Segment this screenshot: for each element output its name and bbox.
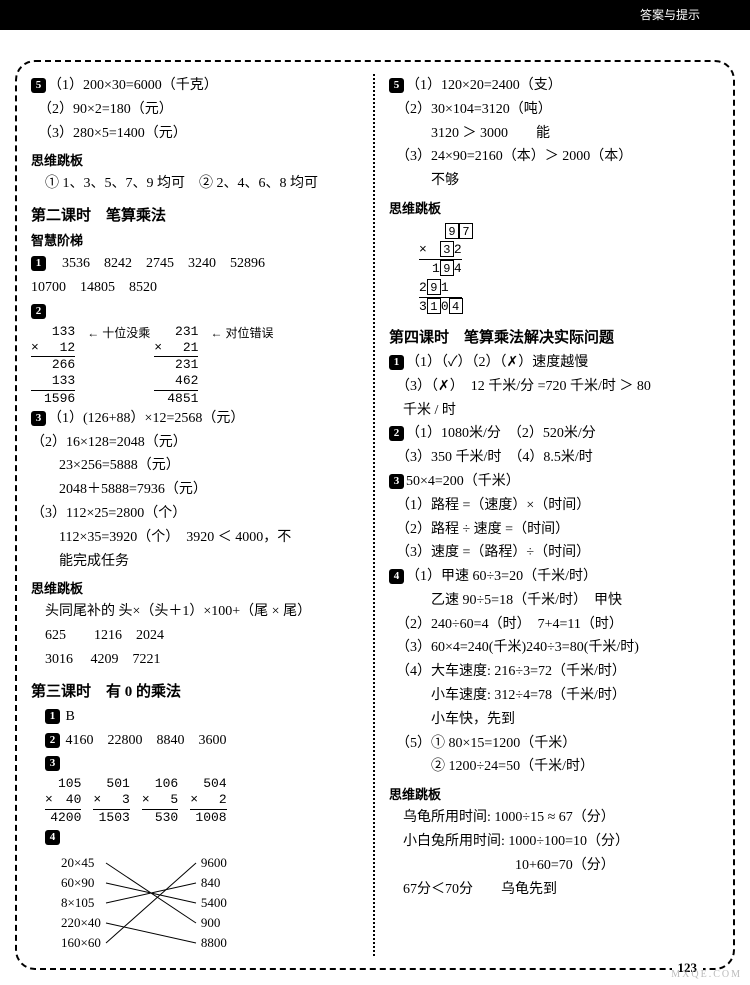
l3-q1: 1 B	[31, 705, 363, 729]
r-q4-l2: 乙速 90÷5=18（千米/时） 甲快	[389, 589, 719, 613]
longmult-group-1: 133 × 12 266 133 1596 ← 十位没乘 231 × 21 23…	[31, 324, 363, 407]
r-q1-l3: 千米 / 时	[389, 399, 719, 423]
r-swtb2-l4: 67分＜70分 乌龟先到	[389, 878, 719, 902]
bullet-3: 3	[31, 411, 46, 426]
q3-l4: 2048＋5888=7936（元）	[31, 478, 363, 502]
right-column: 5（1）120×20=2400（支） （2）30×104=3120（吨） 312…	[375, 74, 733, 956]
r-q4-l7: 小车快，先到	[389, 708, 719, 732]
r-q1-l2: （3）（✗） 12 千米/分 =720 千米/时 ＞ 80	[389, 375, 719, 399]
swtb2-title: 思维跳板	[31, 578, 363, 597]
grid-r1: 97	[419, 223, 719, 241]
l3-q3: 3	[31, 752, 363, 776]
grid-r3: 194	[419, 260, 719, 278]
longmult-2: 231 × 21 231 462 4851	[154, 324, 198, 407]
bullet-r3: 3	[389, 474, 404, 489]
note-1: ← 十位没乘	[87, 324, 150, 341]
r-q4-l8: （5）① 80×15=1200（千米）	[389, 732, 719, 756]
cross-right: 9600 840 5400 900 8800	[201, 853, 227, 954]
r-q4-l6: 小车速度: 312÷4=78（千米/时）	[389, 684, 719, 708]
r-q4-l9: ② 1200÷24=50（千米/时）	[389, 755, 719, 779]
q3-l6: 112×35=3920（个） 3920 ＜ 4000，不	[31, 526, 363, 550]
q3-l3: 23×256=5888（元）	[31, 454, 363, 478]
r-swtb2-l2: 小白兔所用时间: 1000÷100=10（分）	[389, 830, 719, 854]
swtb1-text: ① 1、3、5、7、9 均可 ② 2、4、6、8 均可	[31, 172, 363, 196]
r-q2-l1: 2（1）1080米/分 （2）520米/分	[389, 422, 719, 446]
r-q5-l5: 不够	[389, 169, 719, 193]
lm3a: 105 × 40 4200	[45, 776, 81, 826]
lesson3-title: 第三课时 有 0 的乘法	[31, 680, 363, 701]
r-swtb2-l1: 乌龟所用时间: 1000÷15 ≈ 67（分）	[389, 806, 719, 830]
header-label: 答案与提示	[640, 8, 700, 22]
lm3c: 106 × 5 530	[142, 776, 178, 826]
bullet-l3-3: 3	[45, 756, 60, 771]
q5-line2: （2）90×2=180（元）	[31, 98, 363, 122]
q5-line3: （3）280×5=1400（元）	[31, 122, 363, 146]
r-q4-l4: （3）60×4=240(千米)240÷3=80(千米/时)	[389, 636, 719, 660]
q3-l5: （3）112×25=2800（个）	[31, 502, 363, 526]
swtb2-l2: 625 1216 2024	[31, 624, 363, 648]
bullet-2: 2	[31, 304, 46, 319]
r-q3-l4: （3）速度 =（路程）÷（时间）	[389, 541, 719, 565]
left-column: 5（1）200×30=6000（千克） （2）90×2=180（元） （3）28…	[17, 74, 375, 956]
longmult-1: 133 × 12 266 133 1596	[31, 324, 75, 407]
swtb2-l3: 3016 4209 7221	[31, 648, 363, 672]
bullet-r5: 5	[389, 78, 404, 93]
cross-match: 20×45 60×90 8×105 220×40 160×60 9600 840…	[31, 853, 363, 954]
zhjt-row1: 1 3536 8242 2745 3240 52896	[31, 252, 363, 276]
r-q3-l3: （2）路程 ÷ 速度 =（时间）	[389, 518, 719, 542]
r-swtb2-title: 思维跳板	[389, 784, 719, 803]
q3-l7: 能完成任务	[31, 550, 363, 574]
r-q1-l1: 1（1）（✓）（2）（✗）速度越慢	[389, 351, 719, 375]
r-q5-l4: （3）24×90=2160（本）＞ 2000（本）	[389, 145, 719, 169]
lm3b: 501 × 3 1503	[93, 776, 129, 826]
r-q5-l2: （2）30×104=3120（吨）	[389, 98, 719, 122]
bullet-r2: 2	[389, 426, 404, 441]
r-swtb2-l3: 10+60=70（分）	[389, 854, 719, 878]
l3-q2: 2 4160 22800 8840 3600	[31, 729, 363, 753]
grid-r4: 291	[419, 279, 462, 298]
bullet-5: 5	[31, 78, 46, 93]
r-q2-l2: （3）350 千米/时 （4）8.5米/时	[389, 446, 719, 470]
bullet-l3-4: 4	[45, 830, 60, 845]
r-q5-l1: 5（1）120×20=2400（支）	[389, 74, 719, 98]
cross-left: 20×45 60×90 8×105 220×40 160×60	[61, 853, 101, 954]
q3-l1: 3（1）(126+88）×12=2568（元）	[31, 407, 363, 431]
lesson4-title: 第四课时 笔算乘法解决实际问题	[389, 326, 719, 347]
lm3d: 504 × 2 1008	[190, 776, 226, 826]
watermark: MXQE.COM	[671, 969, 742, 980]
note-2: ← 对位错误	[210, 324, 273, 341]
r-q3-l1: 350×4=200（千米）	[389, 470, 719, 494]
cross-svg	[101, 853, 201, 953]
longmult-group-2: 105 × 40 4200 501 × 3 1503 106 × 5 530 5…	[31, 776, 363, 826]
swtb1-title: 思维跳板	[31, 150, 363, 169]
q3-l2: （2）16×128=2048（元）	[31, 431, 363, 455]
l3-q4: 4	[31, 826, 363, 850]
grid-r2: × 32	[419, 241, 462, 260]
zhjt-row2: 10700 14805 8520	[31, 276, 363, 300]
bullet-l3-2: 2	[45, 733, 60, 748]
cross-lines	[101, 853, 201, 954]
grid-r5: 3104	[419, 298, 719, 316]
r-swtb-title: 思维跳板	[389, 198, 719, 217]
bullet-1: 1	[31, 256, 46, 271]
page-frame: 5（1）200×30=6000（千克） （2）90×2=180（元） （3）28…	[15, 60, 735, 970]
grid-mult: 97 × 32 194 291 3104	[419, 223, 719, 316]
lesson2-title: 第二课时 笔算乘法	[31, 204, 363, 225]
r-q4-l3: （2）240÷60=4（时） 7+4=11（时）	[389, 613, 719, 637]
r-q4-l1: 4（1）甲速 60÷3=20（千米/时）	[389, 565, 719, 589]
q5-line1: 5（1）200×30=6000（千克）	[31, 74, 363, 98]
bullet-2-line: 2	[31, 300, 363, 324]
bullet-r4: 4	[389, 569, 404, 584]
r-q5-l3: 3120 ＞ 3000 能	[389, 122, 719, 146]
r-q4-l5: （4）大车速度: 216÷3=72（千米/时）	[389, 660, 719, 684]
bullet-r1: 1	[389, 355, 404, 370]
header-bar: 答案与提示	[0, 0, 750, 30]
r-q3-l2: （1）路程 =（速度）×（时间）	[389, 494, 719, 518]
zhjt-title: 智慧阶梯	[31, 230, 363, 249]
swtb2-l1: 头同尾补的 头×（头＋1）×100+（尾 × 尾）	[31, 600, 363, 624]
bullet-l3-1: 1	[45, 709, 60, 724]
